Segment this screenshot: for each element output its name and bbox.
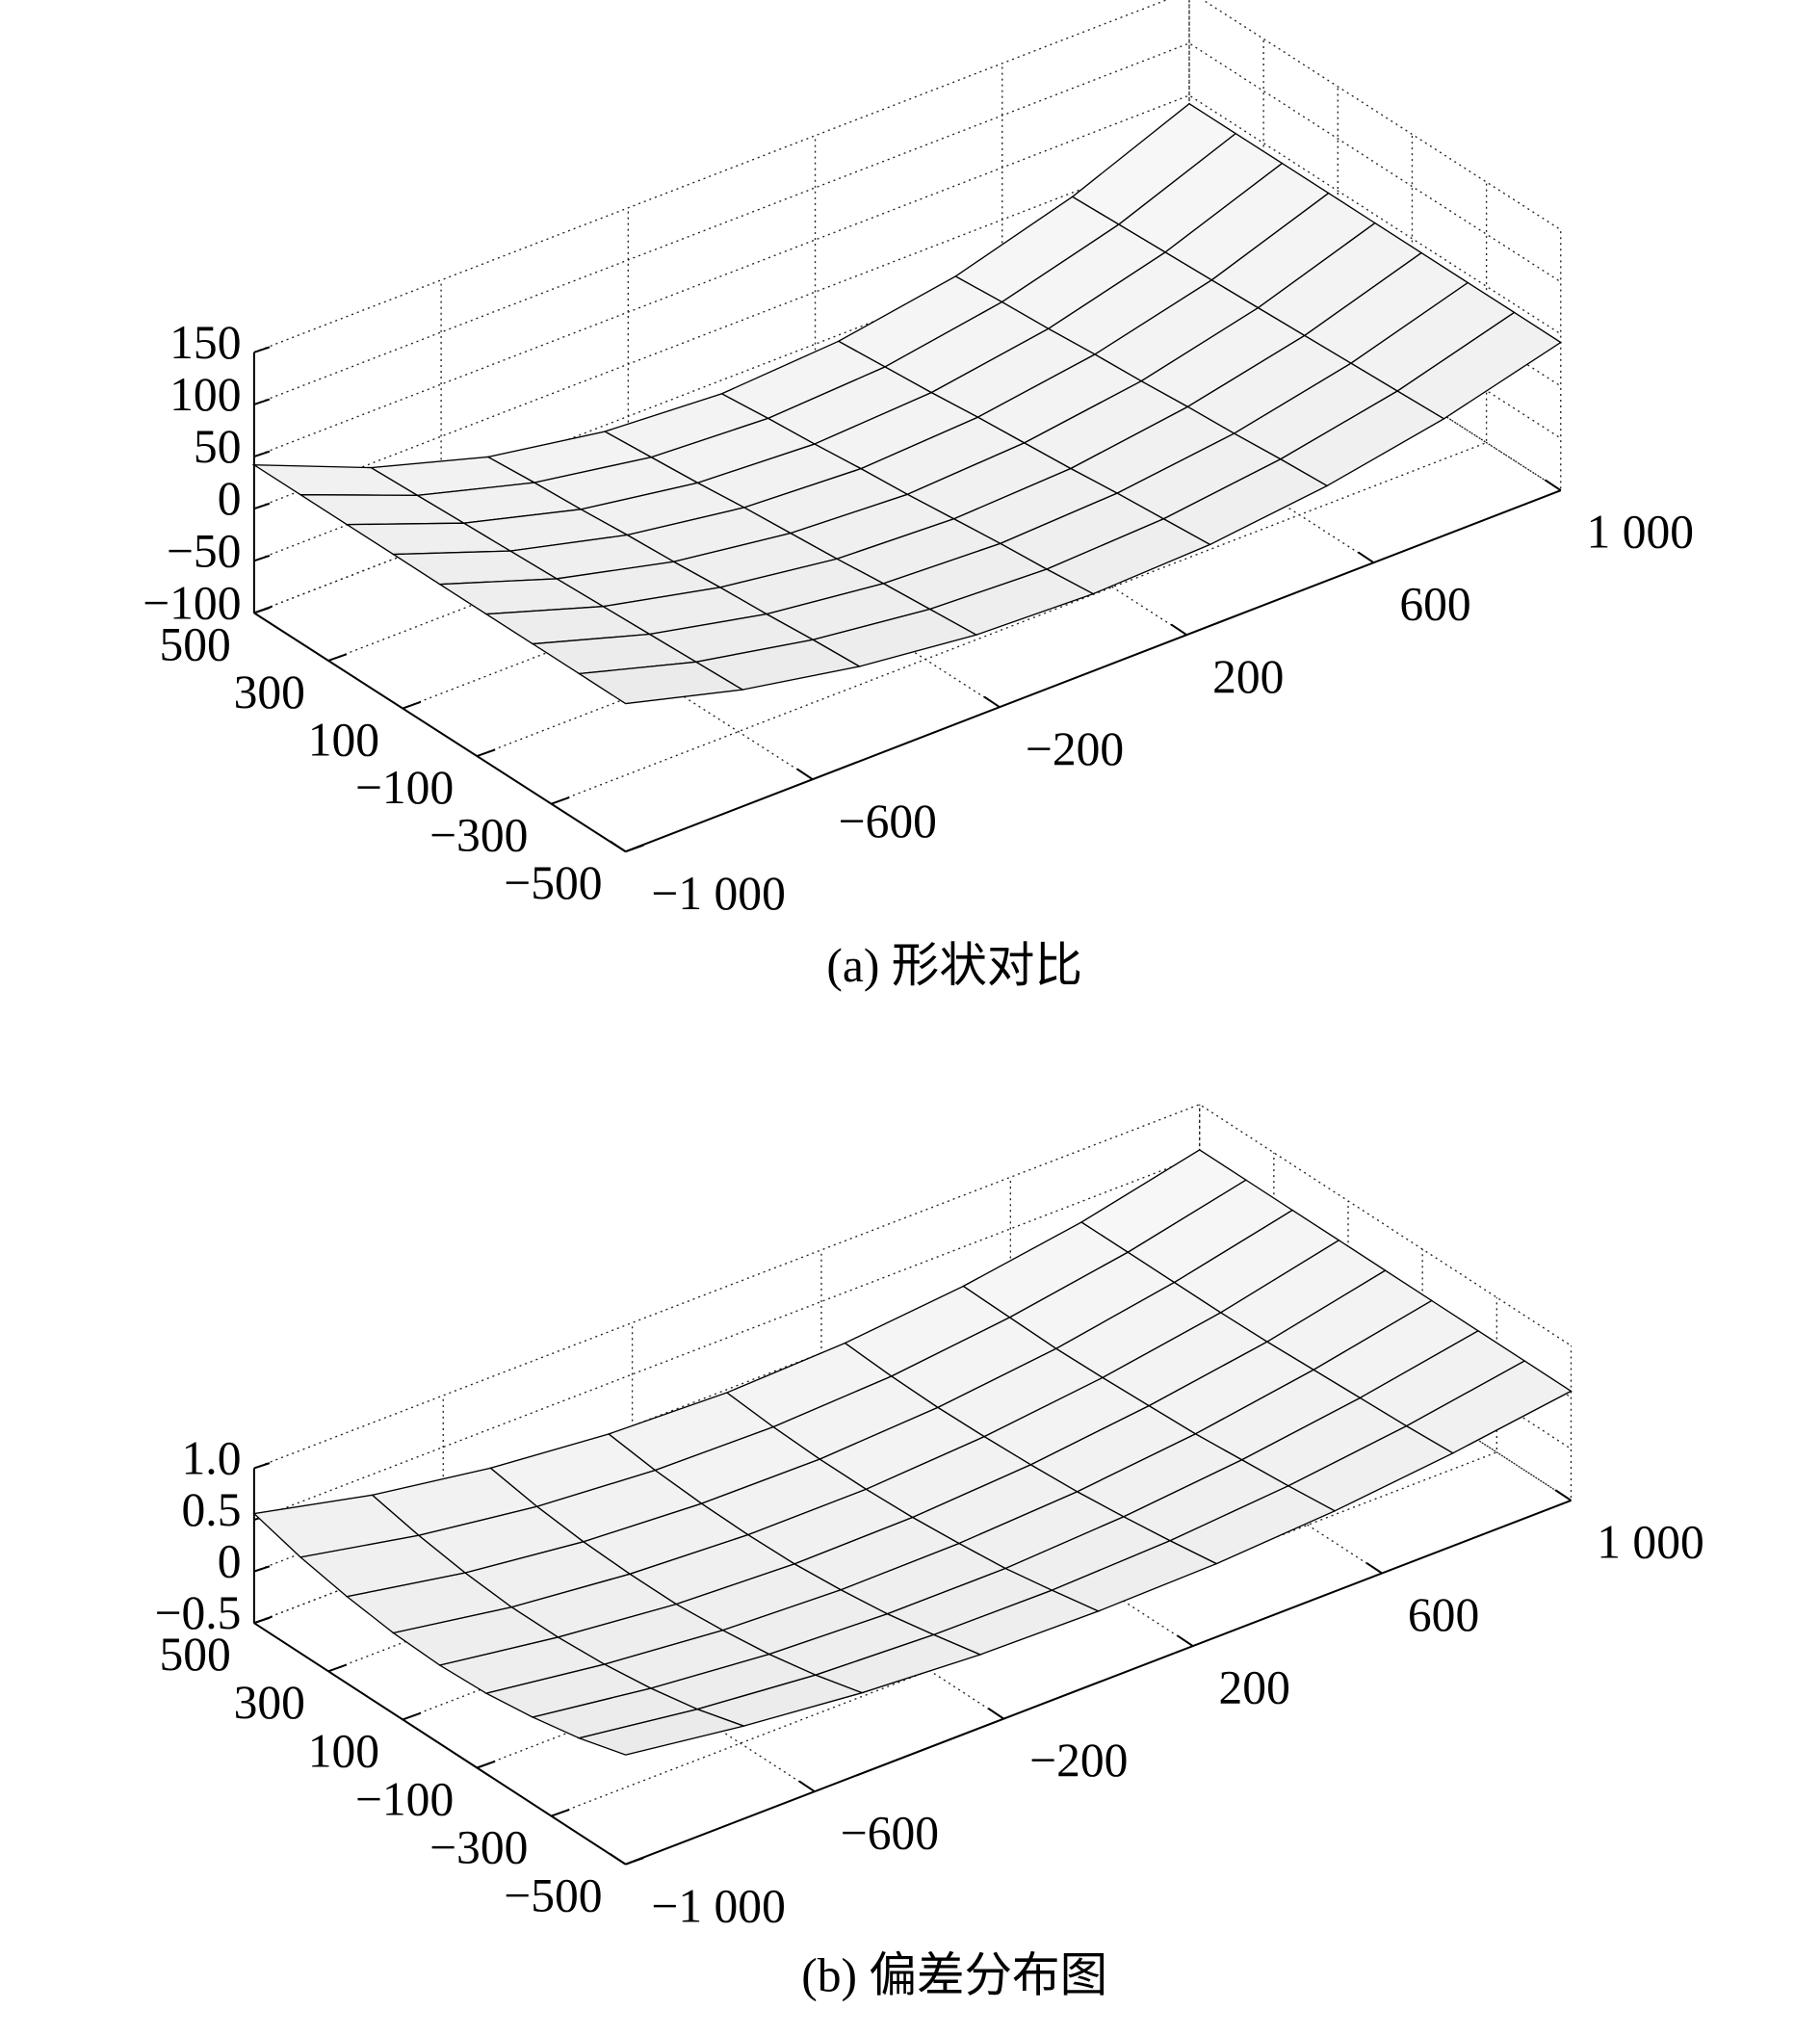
y-tick bbox=[625, 1857, 644, 1866]
z-tick bbox=[253, 554, 271, 562]
x-tick-label: 1 000 bbox=[1587, 506, 1694, 559]
y-tick-label: −100 bbox=[355, 761, 454, 814]
y-tick bbox=[253, 1615, 273, 1625]
z-tick bbox=[253, 450, 271, 458]
z-tick-label: 50 bbox=[194, 420, 242, 473]
y-axis bbox=[253, 1622, 627, 1866]
z-tick-label: −100 bbox=[143, 576, 241, 629]
x-tick bbox=[1365, 1561, 1383, 1575]
y-tick-label: 500 bbox=[159, 617, 230, 670]
y-tick bbox=[551, 796, 570, 805]
x-axis bbox=[625, 489, 1562, 853]
z-tick bbox=[253, 1565, 271, 1573]
x-tick-label: −200 bbox=[1026, 722, 1124, 775]
y-tick bbox=[477, 748, 496, 758]
z-tick bbox=[253, 346, 271, 353]
x-tick-label: −600 bbox=[839, 795, 937, 848]
y-tick bbox=[477, 1760, 496, 1769]
x-tick bbox=[1554, 1489, 1573, 1501]
y-tick-label: −300 bbox=[429, 809, 528, 862]
z-tick bbox=[253, 398, 271, 405]
y-tick bbox=[402, 1711, 422, 1721]
z-tick bbox=[253, 502, 271, 510]
z-tick-label: 0.5 bbox=[182, 1483, 242, 1536]
y-tick bbox=[253, 605, 273, 614]
y-tick bbox=[402, 700, 422, 710]
caption: (b) 偏差分布图 bbox=[801, 1949, 1107, 2002]
x-tick-label: 200 bbox=[1212, 650, 1284, 703]
z-tick-label: 0 bbox=[218, 1535, 242, 1588]
surface-cell bbox=[577, 1708, 746, 1756]
y-tick-label: −500 bbox=[504, 1869, 602, 1922]
x-tick bbox=[798, 1780, 816, 1792]
z-tick bbox=[253, 1462, 271, 1470]
x-tick bbox=[983, 695, 1001, 709]
x-tick bbox=[1170, 623, 1187, 637]
x-tick-label: 600 bbox=[1408, 1588, 1479, 1641]
z-tick-label: 100 bbox=[169, 368, 241, 421]
x-tick bbox=[796, 768, 814, 781]
y-tick-label: −100 bbox=[355, 1772, 454, 1825]
x-tick bbox=[610, 840, 627, 853]
y-tick bbox=[327, 1663, 348, 1673]
x-tick-label: 1 000 bbox=[1597, 1516, 1703, 1569]
y-tick-label: 300 bbox=[234, 666, 305, 718]
x-tick bbox=[987, 1708, 1004, 1720]
y-tick bbox=[327, 653, 348, 662]
z-tick-label: 150 bbox=[169, 316, 241, 369]
surface-cell bbox=[577, 661, 745, 705]
z-tick-label: −50 bbox=[167, 524, 242, 577]
y-tick-label: 100 bbox=[308, 713, 379, 766]
x-tick-label: 200 bbox=[1219, 1661, 1290, 1714]
caption: (a) 形状对比 bbox=[826, 939, 1082, 992]
x-tick-label: −1 000 bbox=[651, 1879, 785, 1932]
x-tick bbox=[1545, 479, 1562, 491]
x-tick-label: −1 000 bbox=[651, 867, 785, 920]
y-tick bbox=[625, 844, 644, 853]
x-tick-label: −600 bbox=[841, 1807, 939, 1860]
y-tick-label: 500 bbox=[159, 1628, 230, 1681]
x-tick bbox=[1357, 551, 1375, 564]
z-tick-label: −0.5 bbox=[155, 1586, 242, 1639]
x-tick-label: −200 bbox=[1029, 1734, 1128, 1787]
y-axis bbox=[253, 612, 627, 853]
x-tick bbox=[1177, 1634, 1194, 1647]
grid-line bbox=[253, 1103, 1572, 1470]
y-tick-label: −300 bbox=[429, 1820, 528, 1873]
x-tick-label: 600 bbox=[1399, 578, 1470, 631]
x-tick bbox=[610, 1853, 627, 1866]
x-axis bbox=[625, 1500, 1572, 1866]
y-tick-label: 300 bbox=[234, 1676, 305, 1729]
y-tick bbox=[551, 1808, 570, 1817]
z-tick-label: 0 bbox=[218, 472, 242, 525]
z-tick-label: 1.0 bbox=[182, 1431, 242, 1484]
grid-line bbox=[253, 1155, 1572, 1521]
y-tick-label: −500 bbox=[504, 856, 602, 909]
y-tick-label: 100 bbox=[308, 1724, 379, 1777]
